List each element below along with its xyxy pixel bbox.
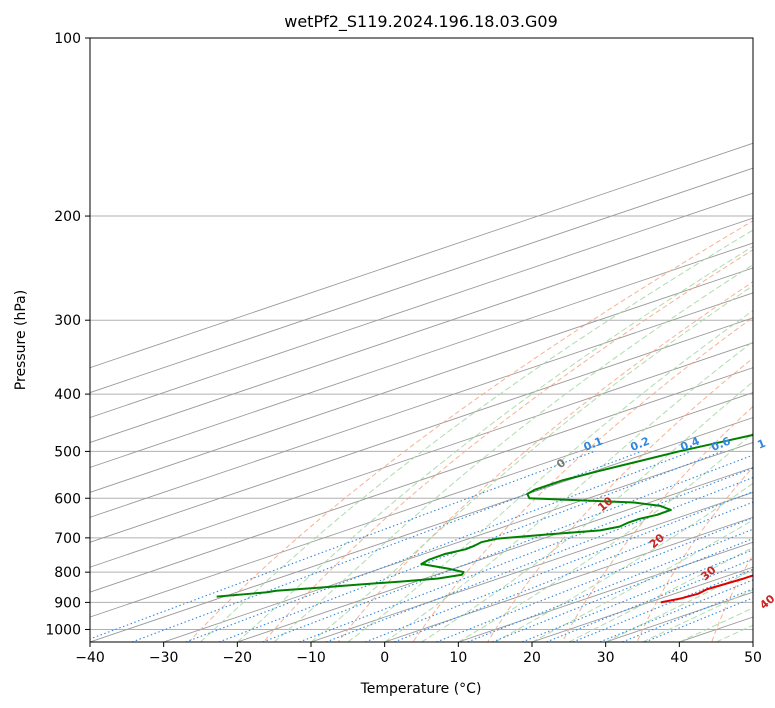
- plot-background: [90, 38, 753, 642]
- moist-adiabat: [494, 482, 753, 642]
- axes: −40 −30 −20 −10 0 10 20 30 40 50 100 200 300 400 500 60…: [45, 31, 762, 666]
- mixing-ratio-line: [393, 501, 753, 642]
- x-tick-label: 0: [380, 650, 389, 666]
- isotherm-line: [90, 217, 753, 443]
- isotherm-line: [90, 167, 753, 394]
- isotherm-line: [310, 491, 753, 642]
- background-lines: [90, 38, 753, 642]
- isotherm-line: [90, 342, 753, 568]
- dry-adiabat: [561, 405, 753, 642]
- x-tick-label: 30: [597, 650, 615, 666]
- moist-adiabat: [310, 285, 753, 642]
- mixing-ratio-line: [365, 491, 753, 642]
- profile-lines: [216, 433, 753, 604]
- isotherm-line: [90, 192, 753, 419]
- isotherm-line: [90, 142, 753, 369]
- x-tick-label: 40: [670, 650, 688, 666]
- moist-adiabat: [605, 569, 753, 642]
- x-tick-label: 50: [744, 650, 762, 666]
- y-tick-label: 400: [54, 387, 81, 403]
- y-tick-label: 1000: [45, 622, 81, 638]
- y-tick-label: 500: [54, 444, 81, 460]
- isotherm-line: [90, 417, 753, 642]
- x-tick-label: 10: [449, 650, 467, 666]
- mixing-ratio-line: [131, 450, 642, 642]
- mixing-ratio-line: [436, 517, 753, 642]
- plot-frame: [89, 37, 754, 643]
- isotherm-line: [90, 267, 753, 493]
- x-tick-label: −30: [149, 650, 179, 666]
- isotherm-line: [752, 641, 753, 642]
- isotherm-line: [384, 516, 753, 642]
- dry-adiabat: [636, 466, 753, 642]
- y-axis-label: Pressure (hPa): [13, 290, 29, 390]
- isotherm-line: [237, 466, 753, 642]
- mixing-ratio-line: [325, 476, 753, 642]
- y-tick-label: 100: [54, 31, 81, 47]
- dry-adiabat: [188, 220, 753, 642]
- y-tick-label: 200: [54, 209, 81, 225]
- y-tick-label: 800: [54, 565, 81, 581]
- mixing-ratio-line: [299, 467, 753, 642]
- mixing-ratio-line: [262, 454, 753, 642]
- moist-adiabat: [347, 309, 753, 642]
- x-tick-label: −40: [75, 650, 105, 666]
- mixing-ratio-line: [185, 450, 692, 642]
- dry-adiabat: [412, 316, 753, 642]
- y-tick-label: 900: [54, 595, 81, 611]
- dewpoint-profile-line: [216, 433, 753, 598]
- mixing-ratio-label: 1: [755, 437, 767, 452]
- x-tick-label: 20: [523, 650, 541, 666]
- x-tick-label: −20: [223, 650, 253, 666]
- dry-adiabat-label: 40: [757, 592, 775, 612]
- mixing-ratio-line: [467, 528, 753, 642]
- moist-adiabat: [273, 264, 753, 642]
- moist-adiabat: [384, 340, 753, 642]
- dry-adiabat: [263, 249, 753, 642]
- isotherm-line: [90, 392, 753, 618]
- moist-adiabat: [421, 381, 753, 642]
- y-tick-label: 600: [54, 491, 81, 507]
- isotherm-line: [90, 292, 753, 518]
- y-tick-label: 300: [54, 313, 81, 329]
- x-tick-label: −10: [296, 650, 326, 666]
- isotherm-line: [90, 317, 753, 543]
- y-tick-label: 700: [54, 531, 81, 547]
- isotherm-line: [90, 367, 753, 593]
- moist-adiabat: [200, 229, 753, 642]
- isotherm-line: [90, 242, 753, 468]
- isotherm-line: [163, 442, 753, 642]
- x-axis-label: Temperature (°C): [360, 681, 482, 697]
- chart-title: wetPf2_S119.2024.196.18.03.G09: [284, 12, 558, 32]
